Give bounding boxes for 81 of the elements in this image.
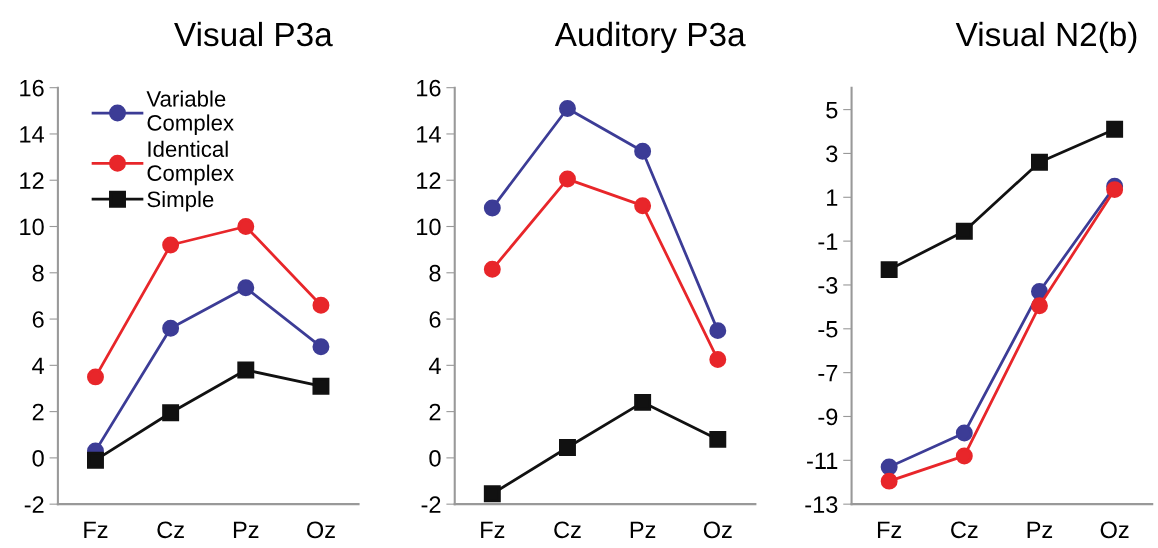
point <box>634 142 652 160</box>
point <box>709 351 727 369</box>
point <box>880 458 898 476</box>
point <box>880 261 898 279</box>
legend-label: Simple <box>147 190 214 212</box>
y-tick-label: 4 <box>428 357 441 374</box>
point <box>634 197 652 215</box>
point <box>709 322 727 340</box>
y-tick-label: 16 <box>417 79 441 97</box>
point <box>312 296 330 314</box>
point <box>634 393 652 411</box>
point <box>1031 297 1048 315</box>
y-tick-label: -11 <box>807 452 838 469</box>
x-tick-label: Cz <box>554 521 581 539</box>
point <box>559 170 576 188</box>
y-tick-label: 12 <box>417 172 441 189</box>
y-tick-label: -2 <box>421 496 441 513</box>
x-tick-label: Pz <box>233 521 259 538</box>
x-tick-label: Cz <box>951 521 978 539</box>
point <box>162 404 180 422</box>
y-tick-label: 10 <box>417 218 441 236</box>
chart-title: Auditory P3a <box>554 21 746 53</box>
y-tick-label: 2 <box>429 403 441 421</box>
point <box>1106 120 1124 138</box>
point <box>162 319 180 337</box>
y-tick-label: 16 <box>20 79 44 97</box>
legend-label: Identical Complex <box>147 140 234 186</box>
x-tick-label: Cz <box>157 521 184 539</box>
y-tick-label: 6 <box>32 311 44 328</box>
y-tick-label: 1 <box>827 189 838 206</box>
point <box>312 377 330 395</box>
y-tick-label: 4 <box>32 357 45 374</box>
y-tick-label: 14 <box>417 126 441 143</box>
y-tick-label: 14 <box>20 126 45 143</box>
y-tick-label: 8 <box>32 264 44 282</box>
y-tick-label: -5 <box>818 321 838 338</box>
legend-label: Variable Complex <box>146 90 234 136</box>
y-tick-label: -9 <box>818 408 838 426</box>
point <box>1031 153 1048 171</box>
point <box>162 236 180 254</box>
point <box>483 260 501 278</box>
y-tick-label: -2 <box>24 496 44 513</box>
y-tick-label: 6 <box>429 311 441 328</box>
x-tick-label: Oz <box>306 521 335 539</box>
y-tick-label: 12 <box>20 172 44 189</box>
chart-title: Visual P3a <box>174 21 333 47</box>
point <box>559 439 576 456</box>
point <box>709 430 727 448</box>
x-tick-label: Fz <box>481 521 505 538</box>
chart-title: Visual N2(b) <box>955 21 1137 53</box>
y-tick-label: 5 <box>826 101 838 119</box>
x-tick-label: Pz <box>630 521 656 538</box>
point <box>312 338 330 356</box>
y-tick-label: 0 <box>32 449 44 467</box>
point <box>955 424 973 442</box>
point <box>483 199 501 217</box>
y-tick-label: 2 <box>32 403 44 421</box>
point <box>483 485 501 503</box>
x-tick-label: Fz <box>84 521 108 538</box>
point <box>237 361 255 379</box>
point <box>955 447 973 465</box>
point <box>237 279 255 297</box>
y-tick-label: -1 <box>818 233 838 250</box>
point <box>237 218 255 235</box>
x-tick-label: Pz <box>1027 521 1053 538</box>
x-tick-label: Oz <box>1100 521 1129 539</box>
point <box>955 222 973 240</box>
y-tick-label: 8 <box>429 264 441 282</box>
y-tick-label: -7 <box>818 364 838 382</box>
y-tick-label: 0 <box>429 449 441 467</box>
point <box>87 368 104 386</box>
y-tick-label: -13 <box>805 496 838 513</box>
point <box>880 472 898 490</box>
point <box>87 451 104 469</box>
y-tick-label: -3 <box>818 277 838 294</box>
x-tick-label: Fz <box>877 521 902 538</box>
y-tick-label: 3 <box>826 145 838 163</box>
x-tick-label: Oz <box>703 521 732 539</box>
point <box>1106 181 1124 199</box>
y-tick-label: 10 <box>20 218 44 236</box>
point <box>559 100 576 117</box>
